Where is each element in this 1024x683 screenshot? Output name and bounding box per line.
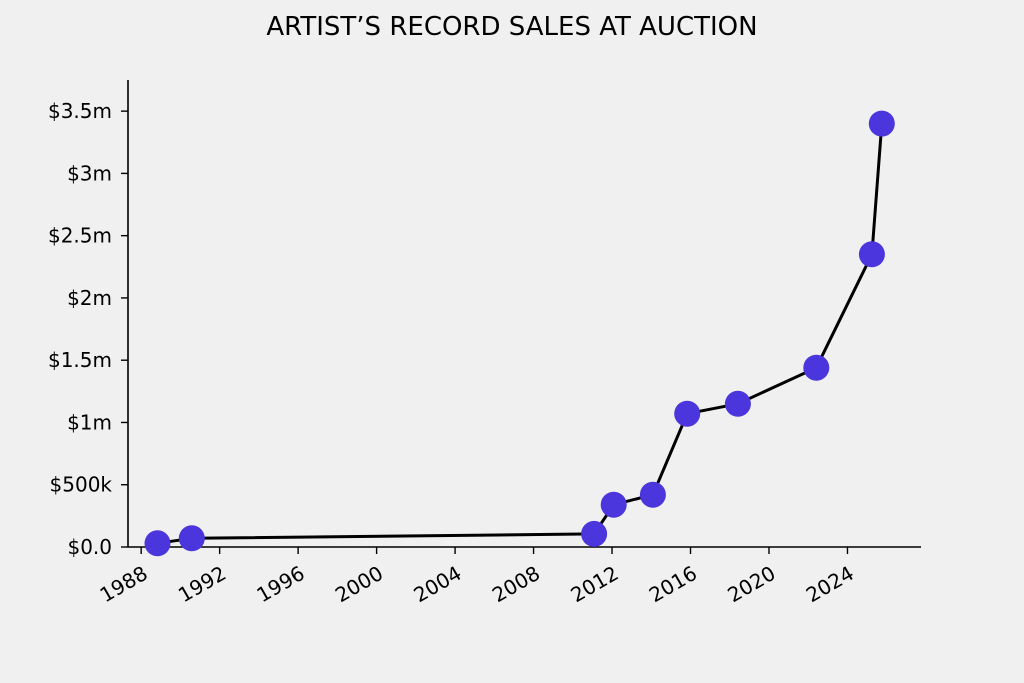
y-tick-label: $500k <box>50 473 113 497</box>
y-tick-label: $2.5m <box>48 224 112 248</box>
y-tick-label: $3m <box>67 161 112 185</box>
y-tick-label: $0.0 <box>67 535 112 559</box>
data-point <box>858 241 885 268</box>
x-tick-label: 1988 <box>96 561 152 607</box>
data-point <box>803 354 830 381</box>
data-point <box>178 525 205 552</box>
y-tick-label: $3.5m <box>48 99 112 123</box>
x-tick-label: 2016 <box>645 561 701 607</box>
x-tick-label: 2024 <box>802 561 858 607</box>
series-line <box>157 123 884 545</box>
data-point <box>868 110 895 137</box>
y-tick-label: $1.5m <box>48 348 112 372</box>
data-point <box>144 530 171 557</box>
x-tick-label: 2020 <box>723 561 779 607</box>
data-point <box>639 481 666 508</box>
x-tick-label: 2012 <box>566 561 622 607</box>
x-tick-label: 2000 <box>331 561 387 607</box>
data-point <box>581 520 608 547</box>
y-tick-label: $2m <box>67 286 112 310</box>
x-tick-label: 1992 <box>174 561 230 607</box>
x-tick-label: 2004 <box>409 561 465 607</box>
data-point <box>724 390 751 417</box>
y-axis: $0.0 $500k $1m $1.5m $2m $2.5m $3m $3.5m <box>48 80 129 559</box>
y-tick-label: $1m <box>67 410 112 434</box>
data-point <box>674 400 701 427</box>
series-group <box>144 110 895 557</box>
data-point <box>600 491 627 518</box>
x-tick-label: 1996 <box>253 561 309 607</box>
chart-title: ARTIST’S RECORD SALES AT AUCTION <box>266 12 757 42</box>
x-tick-label: 2008 <box>488 561 544 607</box>
x-axis: 1988 1992 1996 2000 2004 2008 2012 2016 2020 2024 <box>96 546 921 607</box>
